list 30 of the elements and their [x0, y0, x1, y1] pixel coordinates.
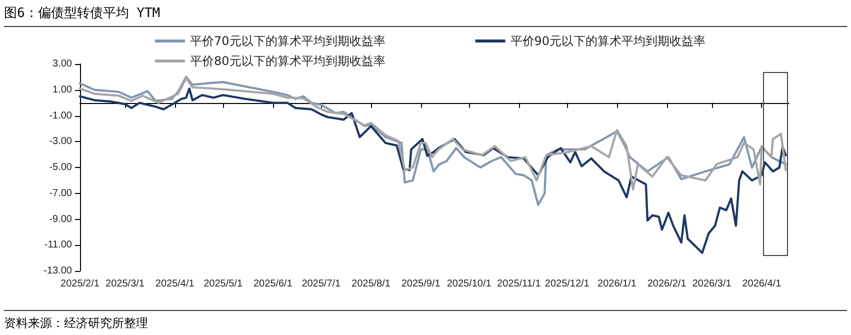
x-tick-label: 2025/4/1: [155, 278, 195, 290]
y-tick-label: -13.00: [44, 266, 72, 276]
chart-title: 图6：偏债型转债平均 YTM: [4, 2, 847, 27]
x-tick-label: 2025/8/1: [352, 278, 391, 290]
x-tick-label: 2025/6/1: [253, 278, 293, 290]
y-tick-label: 1.00: [52, 84, 72, 96]
y-tick-label: -1.00: [49, 110, 72, 122]
x-tick-label: 2026/2/1: [647, 278, 687, 290]
x-tick-label: 2025/5/1: [204, 278, 243, 290]
text: 资料来源：经济研究所整理: [4, 310, 847, 333]
y-tick-label: -3.00: [49, 136, 72, 148]
x-tick-label: 2025/11/1: [497, 278, 542, 290]
y-tick-label: -9.00: [49, 214, 72, 225]
legend-label: 平价90元以下的算术平均到期收益率: [510, 34, 706, 48]
y-tick-label: -11.00: [44, 240, 72, 251]
y-tick-label: 3.00: [52, 58, 72, 70]
legend-label: 平价70元以下的算术平均到期收益率: [190, 34, 386, 48]
legend-label: 平价80元以下的算术平均到期收益率: [190, 54, 386, 68]
x-tick-label: 2026/3/1: [692, 278, 732, 290]
x-tick-label: 2026/4/1: [742, 278, 782, 290]
y-tick-label: -7.00: [49, 188, 72, 199]
x-tick-label: 2025/3/1: [106, 278, 145, 290]
x-tick-label: 2025/10/1: [446, 278, 492, 290]
x-tick-label: 2025/12/1: [544, 278, 590, 290]
line-series: [78, 87, 787, 254]
x-tick-label: 2025/9/1: [401, 278, 441, 290]
x-tick-label: 2026/1/1: [598, 278, 637, 290]
y-tick-label: -5.00: [49, 162, 72, 173]
x-tick-label: 2025/2/1: [60, 278, 100, 290]
x-tick-label: 2025/7/1: [302, 278, 342, 290]
